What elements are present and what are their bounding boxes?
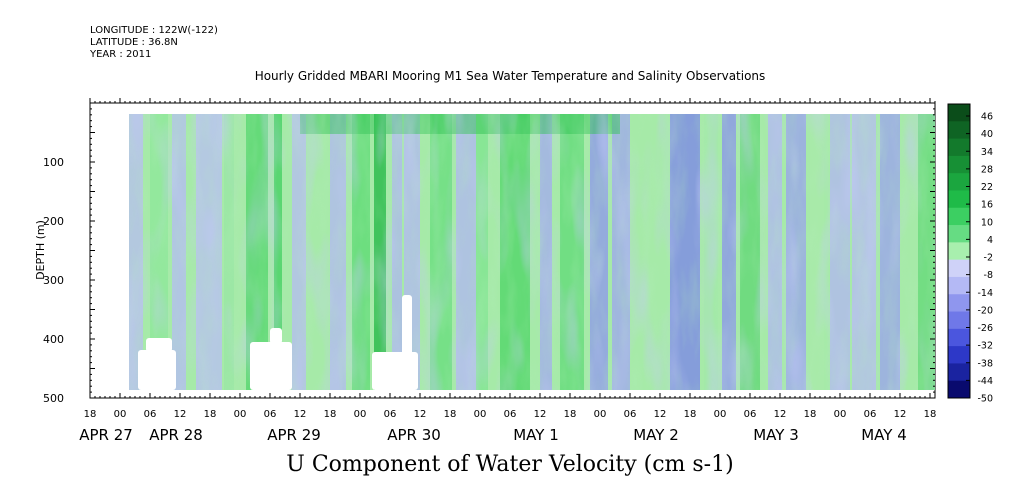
x-date-label: APR 30: [387, 426, 441, 444]
x-hour-label: 12: [534, 409, 547, 420]
colorbar-segment: [948, 242, 970, 261]
colorbar-segment: [948, 328, 970, 347]
colorbar-label: 40: [981, 129, 993, 140]
x-date-label: MAY 1: [513, 426, 559, 444]
x-hour-label: 06: [384, 409, 397, 420]
colorbar-label: 46: [981, 112, 993, 123]
x-hour-label: 18: [684, 409, 697, 420]
colorbar-frame: [947, 103, 971, 399]
x-hour-label: 00: [834, 409, 847, 420]
x-date-label: MAY 3: [753, 426, 799, 444]
x-hour-label: 06: [504, 409, 517, 420]
colorbar-segment: [948, 346, 970, 364]
colorbar-segment: [948, 380, 970, 399]
colorbar-segment: [948, 294, 970, 313]
colorbar-label: -26: [977, 323, 993, 334]
year-label: YEAR : 2011: [90, 49, 152, 60]
colorbar-segment: [948, 207, 970, 226]
latitude-label: LATITUDE : 36.8N: [90, 37, 178, 48]
colorbar-segment: [948, 155, 970, 174]
x-hour-label: 18: [804, 409, 817, 420]
colorbar-segment: [948, 276, 970, 295]
missing-data-patch: [146, 338, 172, 352]
x-hour-label: 00: [714, 409, 727, 420]
x-hour-label: 06: [144, 409, 157, 420]
missing-data-patch: [402, 295, 412, 355]
x-hour-label: 18: [84, 409, 97, 420]
colorbar-segment: [948, 225, 970, 243]
x-date-label: MAY 4: [861, 426, 907, 444]
x-hour-label: 06: [264, 409, 277, 420]
longitude-label: LONGITUDE : 122W(-122): [90, 25, 218, 36]
x-hour-label: 18: [564, 409, 577, 420]
x-hour-label: 00: [354, 409, 367, 420]
x-hour-label: 12: [294, 409, 307, 420]
x-hour-label: 18: [204, 409, 217, 420]
x-hour-label: 18: [324, 409, 337, 420]
x-hour-label: 06: [864, 409, 877, 420]
missing-data-patch: [372, 352, 418, 390]
colorbar-label: 34: [981, 147, 993, 158]
y-axis-title: DEPTH (m): [34, 220, 47, 280]
y-tick-label: 300: [43, 274, 64, 287]
chart-title: Hourly Gridded MBARI Mooring M1 Sea Wate…: [254, 69, 766, 83]
x-date-label: MAY 2: [633, 426, 679, 444]
heatmap-field: [129, 114, 935, 390]
x-date-label: APR 29: [267, 426, 321, 444]
colorbar-label: 22: [981, 182, 993, 193]
x-axis-title: U Component of Water Velocity (cm s-1): [286, 452, 734, 477]
colorbar-label: -32: [977, 341, 993, 352]
colorbar-label: -2: [984, 253, 993, 264]
x-date-label: APR 28: [149, 426, 203, 444]
x-hour-label: 12: [174, 409, 187, 420]
missing-data-patch: [138, 350, 176, 390]
x-hour-label: 12: [894, 409, 907, 420]
colorbar-label: 10: [981, 217, 993, 228]
colorbar-label: -44: [977, 376, 993, 387]
colorbar-segment: [948, 259, 970, 278]
x-hour-label: 00: [114, 409, 127, 420]
y-tick-label: 200: [43, 215, 64, 228]
colorbar-segment: [948, 138, 970, 157]
x-hour-label: 06: [744, 409, 757, 420]
colorbar-label: 4: [987, 235, 993, 246]
x-hour-label: 12: [774, 409, 787, 420]
colorbar-segment: [948, 363, 970, 382]
y-tick-label: 100: [43, 156, 64, 169]
x-hour-label: 00: [474, 409, 487, 420]
missing-data-patch: [250, 342, 292, 390]
colorbar-label: -8: [984, 270, 993, 281]
colorbar-segment: [948, 173, 970, 191]
colorbar-label: 28: [981, 164, 993, 175]
x-hour-label: 18: [924, 409, 937, 420]
x-hour-label: 12: [414, 409, 427, 420]
x-hour-label: 00: [594, 409, 607, 420]
colorbar-label: 16: [981, 200, 993, 211]
colorbar-label: -50: [977, 394, 993, 405]
y-tick-label: 500: [43, 392, 64, 405]
x-hour-label: 06: [624, 409, 637, 420]
colorbar-label: -14: [977, 288, 993, 299]
missing-data-patch: [270, 328, 282, 344]
colorbar-label: -20: [977, 305, 993, 316]
colorbar-segment: [948, 190, 970, 209]
colorbar-label: -38: [977, 358, 993, 369]
x-hour-label: 18: [444, 409, 457, 420]
x-hour-label: 00: [234, 409, 247, 420]
x-hour-label: 12: [654, 409, 667, 420]
colorbar-segment: [948, 121, 970, 140]
colorbar-segment: [948, 104, 970, 122]
colorbar-segment: [948, 311, 970, 330]
y-tick-label: 400: [43, 333, 64, 346]
x-date-label: APR 27: [79, 426, 133, 444]
